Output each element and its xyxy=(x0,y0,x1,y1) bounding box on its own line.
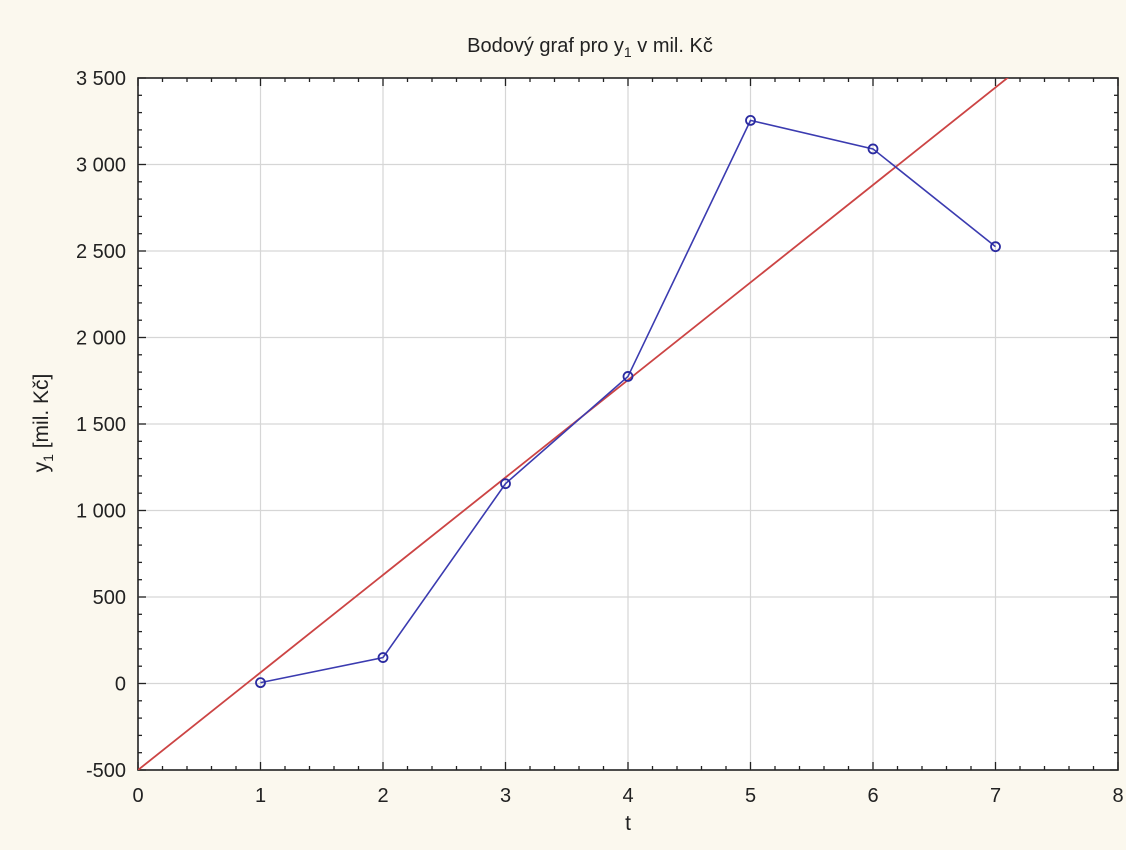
x-tick-label: 6 xyxy=(867,785,878,807)
x-tick-label: 2 xyxy=(377,785,388,807)
y-tick-label: 3 500 xyxy=(76,68,126,90)
y-tick-label: 500 xyxy=(93,587,126,609)
x-tick-label: 4 xyxy=(622,785,633,807)
data-point xyxy=(255,677,266,689)
axis-ticks xyxy=(137,77,1119,771)
data-point xyxy=(622,371,634,382)
y-tick-label: 0 xyxy=(115,674,126,696)
fit-line xyxy=(138,78,1009,770)
data-point xyxy=(377,652,389,663)
x-tick-label: 3 xyxy=(500,785,511,807)
tick-labels: 0 1 2 3 4 5 6 7 8 -500 0 500 1 000 1 500 2 000 2 500 3 0… xyxy=(76,68,1124,807)
x-axis-label: t xyxy=(625,812,631,835)
y-tick-label: 3 000 xyxy=(76,155,126,177)
grid xyxy=(138,78,1118,770)
data-point xyxy=(990,241,1001,253)
chart-title: Bodový graf pro y1 v mil. Kč xyxy=(467,35,713,60)
y-tick-label: 1 500 xyxy=(76,414,126,436)
data-point xyxy=(867,143,879,155)
series-line xyxy=(260,119,996,684)
y-tick-label: -500 xyxy=(86,760,126,782)
data-point xyxy=(745,114,756,126)
x-tick-label: 7 xyxy=(990,785,1001,807)
series-group xyxy=(255,114,1001,689)
y-axis-label: y1 [mil. Kč] xyxy=(30,374,56,473)
data-point xyxy=(500,478,511,490)
x-tick-label: 5 xyxy=(745,785,756,807)
y-tick-label: 2 000 xyxy=(76,328,126,350)
fit-line-group xyxy=(138,78,1009,770)
x-tick-label: 8 xyxy=(1112,785,1123,807)
y-tick-label: 1 000 xyxy=(76,501,126,523)
x-tick-label: 1 xyxy=(255,785,266,807)
y-tick-label: 2 500 xyxy=(76,241,126,263)
x-tick-label: 0 xyxy=(132,785,143,807)
